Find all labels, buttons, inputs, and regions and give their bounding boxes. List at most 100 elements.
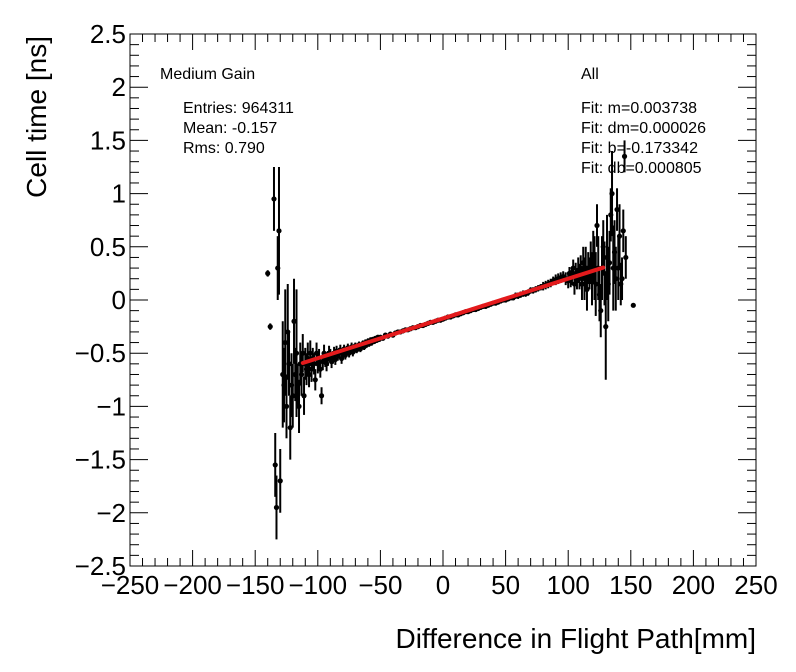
- point-marker: [283, 403, 290, 409]
- data-point: [296, 379, 302, 433]
- point-marker: [619, 276, 625, 282]
- y-tick-label: −2: [96, 498, 126, 528]
- point-marker: [293, 350, 300, 356]
- point-marker: [584, 286, 590, 292]
- data-point: [613, 246, 619, 311]
- rms-label: Rms: 0.790: [183, 140, 265, 157]
- data-point: [317, 360, 323, 378]
- point-marker: [271, 196, 277, 202]
- point-marker: [570, 265, 576, 271]
- data-point: [603, 273, 609, 380]
- y-axis-title: Cell time [ns]: [21, 36, 52, 198]
- data-point: [301, 376, 307, 415]
- x-tick-label: −150: [226, 570, 285, 600]
- point-marker: [609, 191, 615, 197]
- data-point: [614, 188, 620, 231]
- data-point: [318, 387, 325, 405]
- x-tick-label: 200: [672, 570, 715, 600]
- point-marker: [298, 371, 305, 378]
- data-point: [623, 236, 629, 279]
- data-point: [293, 289, 300, 418]
- point-marker: [579, 281, 585, 287]
- y-tick-label: −2.5: [75, 551, 126, 581]
- data-point: [267, 323, 273, 330]
- point-marker: [620, 228, 626, 234]
- data-point: [619, 257, 625, 300]
- point-marker: [312, 377, 318, 383]
- data-point: [332, 354, 338, 365]
- data-point: [300, 334, 306, 373]
- point-marker: [290, 393, 296, 399]
- point-marker: [267, 324, 273, 330]
- data-point: [598, 284, 604, 338]
- point-marker: [603, 324, 609, 330]
- point-marker: [318, 393, 325, 399]
- data-point: [584, 268, 590, 311]
- point-marker: [614, 206, 620, 213]
- data-point: [271, 167, 277, 231]
- point-marker: [623, 254, 629, 261]
- point-marker: [594, 222, 600, 229]
- x-axis-title: Difference in Flight Path[mm]: [395, 623, 756, 654]
- data-point: [273, 475, 280, 540]
- x-tick-label: 100: [547, 570, 590, 600]
- point-marker: [282, 339, 288, 346]
- x-tick-label: −50: [358, 570, 402, 600]
- data-point: [287, 395, 293, 460]
- y-tick-label: 1: [112, 179, 126, 209]
- point-marker: [300, 350, 306, 356]
- point-marker: [265, 270, 271, 276]
- point-marker: [306, 371, 312, 378]
- x-tick-label: 250: [734, 570, 777, 600]
- data-point: [306, 361, 312, 388]
- point-marker: [630, 302, 636, 308]
- point-marker: [593, 281, 599, 287]
- point-marker: [598, 308, 604, 314]
- data-point: [298, 353, 305, 396]
- data-point: [311, 353, 317, 375]
- data-point: [265, 270, 271, 277]
- y-tick-label: 0.5: [90, 232, 126, 262]
- data-point: [282, 289, 288, 396]
- point-marker: [613, 276, 619, 282]
- x-tick-label: 150: [609, 570, 652, 600]
- data-point: [606, 230, 613, 295]
- point-marker: [307, 350, 313, 356]
- gain-label: Medium Gain: [160, 66, 255, 83]
- point-marker: [606, 260, 613, 266]
- x-tick-label: −100: [289, 570, 348, 600]
- point-marker: [616, 233, 623, 239]
- data-point: [620, 209, 626, 253]
- point-marker: [273, 504, 280, 511]
- mean-label: Mean: -0.157: [183, 120, 277, 137]
- x-tick-label: −250: [101, 570, 160, 600]
- category-label: All: [581, 66, 599, 83]
- y-tick-label: −0.5: [75, 338, 126, 368]
- y-tick-label: 1.5: [90, 125, 126, 155]
- point-marker: [332, 356, 338, 363]
- data-point: [594, 204, 600, 247]
- x-tick-label: −200: [163, 570, 222, 600]
- point-marker: [276, 228, 282, 234]
- data-point: [277, 448, 283, 513]
- point-marker: [621, 153, 628, 159]
- data-point: [276, 167, 282, 295]
- data-point: [291, 278, 297, 364]
- fit-b-label: Fit: b=-0.173342: [581, 140, 698, 157]
- data-point: [283, 374, 290, 439]
- point-marker: [291, 318, 297, 324]
- axis-tick-labels: −250 −200 −150 −100 −50 0 50 100 150 200 250 −2.5 −2…: [75, 19, 778, 600]
- point-marker: [287, 425, 293, 431]
- data-point: [630, 302, 636, 308]
- data-point: [609, 151, 615, 237]
- axis-ticks: [129, 33, 757, 567]
- point-marker: [296, 403, 302, 409]
- point-marker: [317, 366, 323, 372]
- data-point: [272, 433, 278, 497]
- entries-label: Entries: 964311: [183, 100, 294, 117]
- fit-db-label: Fit: db=0.000805: [581, 160, 702, 177]
- y-tick-label: 0: [112, 285, 126, 315]
- point-marker: [286, 361, 292, 367]
- y-tick-label: −1.5: [75, 445, 126, 475]
- point-marker: [301, 393, 307, 399]
